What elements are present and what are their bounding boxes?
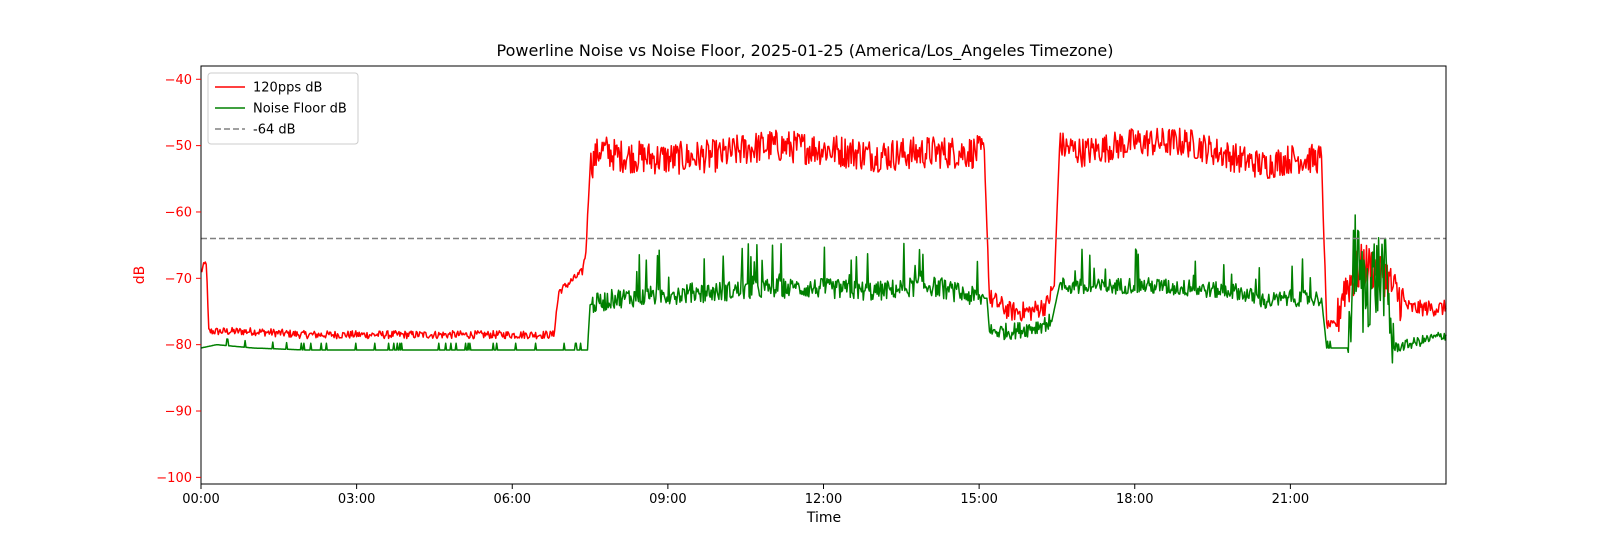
x-tick-label-2: 06:00 <box>494 492 531 507</box>
series-layer <box>200 127 1447 364</box>
legend-label-1: Noise Floor dB <box>253 102 347 117</box>
y-axis: −40 −50 −60 −70 −80 −90 −100 <box>156 73 201 486</box>
y-axis-label: dB <box>132 266 148 285</box>
chart-title: Powerline Noise vs Noise Floor, 2025-01-… <box>497 41 1114 61</box>
y-tick-label-6: −100 <box>156 471 192 486</box>
x-axis: 00:00 03:00 06:00 09:00 12:00 15:00 18:00 21:00 <box>182 484 1309 507</box>
y-tick-label-1: −50 <box>165 139 192 154</box>
legend-box <box>207 72 359 145</box>
x-tick-label-4: 12:00 <box>805 492 842 507</box>
y-tick-label-4: −80 <box>165 338 192 353</box>
x-tick-label-1: 03:00 <box>338 492 375 507</box>
x-tick-label-7: 21:00 <box>1272 492 1309 507</box>
y-tick-label-5: −90 <box>165 405 192 420</box>
x-tick-label-0: 00:00 <box>182 492 219 507</box>
series-line-0 <box>200 127 1447 340</box>
y-tick-label-2: −60 <box>165 205 192 220</box>
legend-label-0: 120pps dB <box>253 81 322 96</box>
x-axis-label: Time <box>806 510 841 526</box>
legend-label-2: -64 dB <box>253 123 296 138</box>
y-tick-label-0: −40 <box>165 73 192 88</box>
x-tick-label-6: 18:00 <box>1116 492 1153 507</box>
x-tick-label-5: 15:00 <box>960 492 997 507</box>
legend: 120pps dB Noise Floor dB -64 dB <box>207 72 359 145</box>
series-line-1 <box>200 214 1447 364</box>
y-tick-label-3: −70 <box>165 272 192 287</box>
x-tick-label-3: 09:00 <box>649 492 686 507</box>
